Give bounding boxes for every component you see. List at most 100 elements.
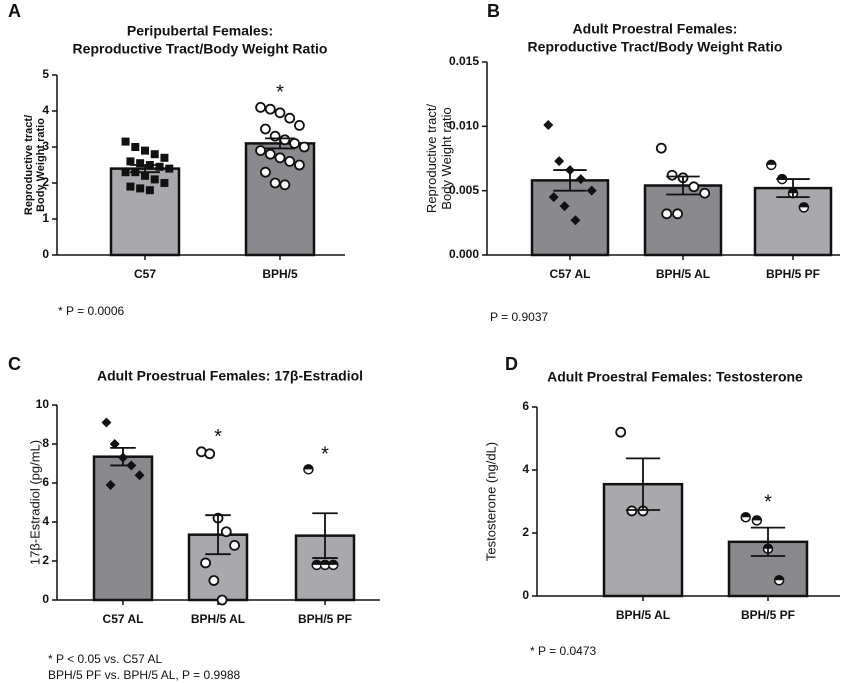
- y-tick-label: 6: [522, 399, 529, 413]
- point: [303, 464, 314, 475]
- y-tick-label: 2: [42, 175, 49, 189]
- bar: [753, 186, 833, 257]
- x-tick-label: BPH/5 PF: [766, 267, 820, 281]
- panel-label: B: [487, 1, 500, 21]
- point-half: [328, 560, 338, 565]
- error-bar: [312, 512, 338, 559]
- y-axis-label: Reproductive tract/: [23, 115, 35, 215]
- point: [798, 202, 810, 213]
- point: [204, 448, 216, 460]
- footnote: * P = 0.0006: [58, 304, 124, 318]
- y-tick-label: 2: [522, 525, 529, 539]
- y-tick-label: 4: [42, 103, 49, 117]
- panel-label: A: [8, 1, 21, 21]
- chart-title: Adult Proestral Females: Testosterone: [547, 369, 803, 385]
- chart-title: Adult Proestral Females:: [573, 21, 738, 37]
- error-bar: [625, 457, 661, 511]
- point: [699, 187, 711, 199]
- point: [274, 107, 286, 119]
- point: [289, 137, 300, 149]
- point: [279, 134, 291, 146]
- bar: [643, 184, 723, 257]
- y-tick-label: 4: [42, 514, 49, 528]
- x-tick-label: BPH/5 AL: [191, 612, 245, 626]
- point: [134, 470, 145, 481]
- point: [109, 439, 120, 449]
- error-bar: [776, 178, 810, 198]
- point: [548, 192, 559, 203]
- point: [279, 179, 291, 191]
- bar: [109, 167, 181, 257]
- point: [284, 155, 296, 167]
- point: [655, 142, 667, 154]
- point: [264, 103, 276, 115]
- point: [626, 505, 638, 517]
- significance-mark: *: [214, 426, 222, 448]
- point-half: [752, 515, 762, 521]
- point: [264, 148, 276, 160]
- footnote: * P = 0.0473: [530, 644, 596, 658]
- point-half: [774, 575, 784, 581]
- point: [294, 159, 305, 171]
- y-tick-label: 0: [522, 588, 529, 602]
- panel-label: D: [505, 354, 518, 374]
- point: [145, 186, 154, 195]
- point: [126, 182, 135, 191]
- point: [208, 575, 220, 586]
- chart-title: Adult Proestrual Females: 17β-Estradiol: [97, 368, 363, 384]
- point: [141, 146, 149, 155]
- point: [575, 174, 586, 185]
- point-half: [312, 560, 322, 565]
- point: [319, 559, 331, 571]
- y-tick-label: 0.010: [449, 119, 479, 133]
- significance-mark: *: [321, 444, 329, 466]
- point: [773, 575, 785, 586]
- point: [570, 215, 581, 226]
- bar: [530, 179, 610, 257]
- point: [260, 123, 271, 135]
- point: [160, 179, 169, 187]
- y-axis-label: Reproductive tract/: [424, 104, 439, 213]
- y-tick-label: 4: [522, 462, 529, 476]
- y-tick-label: 0.015: [449, 54, 479, 68]
- y-tick-label: 6: [42, 475, 49, 489]
- point: [543, 120, 554, 131]
- point: [126, 157, 135, 166]
- error-bar: [750, 526, 786, 557]
- point: [216, 594, 228, 606]
- point: [672, 208, 683, 220]
- footnote: BPH/5 PF vs. BPH/5 AL, P = 0.9988: [48, 668, 241, 682]
- point: [136, 159, 145, 168]
- point-half: [320, 560, 330, 565]
- point: [688, 181, 700, 193]
- point: [229, 540, 240, 551]
- x-tick-label: BPH/5 PF: [298, 612, 352, 626]
- point: [298, 141, 310, 153]
- x-tick-label: BPH/5 AL: [656, 267, 710, 281]
- panel-label: C: [8, 354, 21, 374]
- y-tick-label: 0: [42, 592, 49, 606]
- point: [165, 164, 174, 173]
- x-tick-label: C57 AL: [550, 267, 591, 281]
- x-tick-label: BPH/5 PF: [741, 608, 795, 622]
- point: [160, 153, 169, 162]
- point: [269, 130, 281, 142]
- point: [294, 120, 305, 131]
- error-bar: [265, 137, 295, 150]
- error-bar: [205, 514, 231, 556]
- point: [200, 557, 211, 569]
- point: [101, 417, 112, 428]
- point: [661, 208, 673, 220]
- point: [105, 479, 116, 490]
- error-bar: [130, 164, 160, 174]
- significance-mark: *: [276, 82, 284, 104]
- point-half: [777, 174, 787, 180]
- point: [260, 166, 271, 178]
- point: [121, 168, 130, 177]
- y-axis-label: Testosterone (ng/dL): [483, 442, 498, 561]
- point: [269, 177, 281, 189]
- point: [284, 112, 296, 124]
- point: [559, 201, 570, 212]
- x-tick-label: C57: [134, 267, 156, 281]
- point: [274, 152, 286, 164]
